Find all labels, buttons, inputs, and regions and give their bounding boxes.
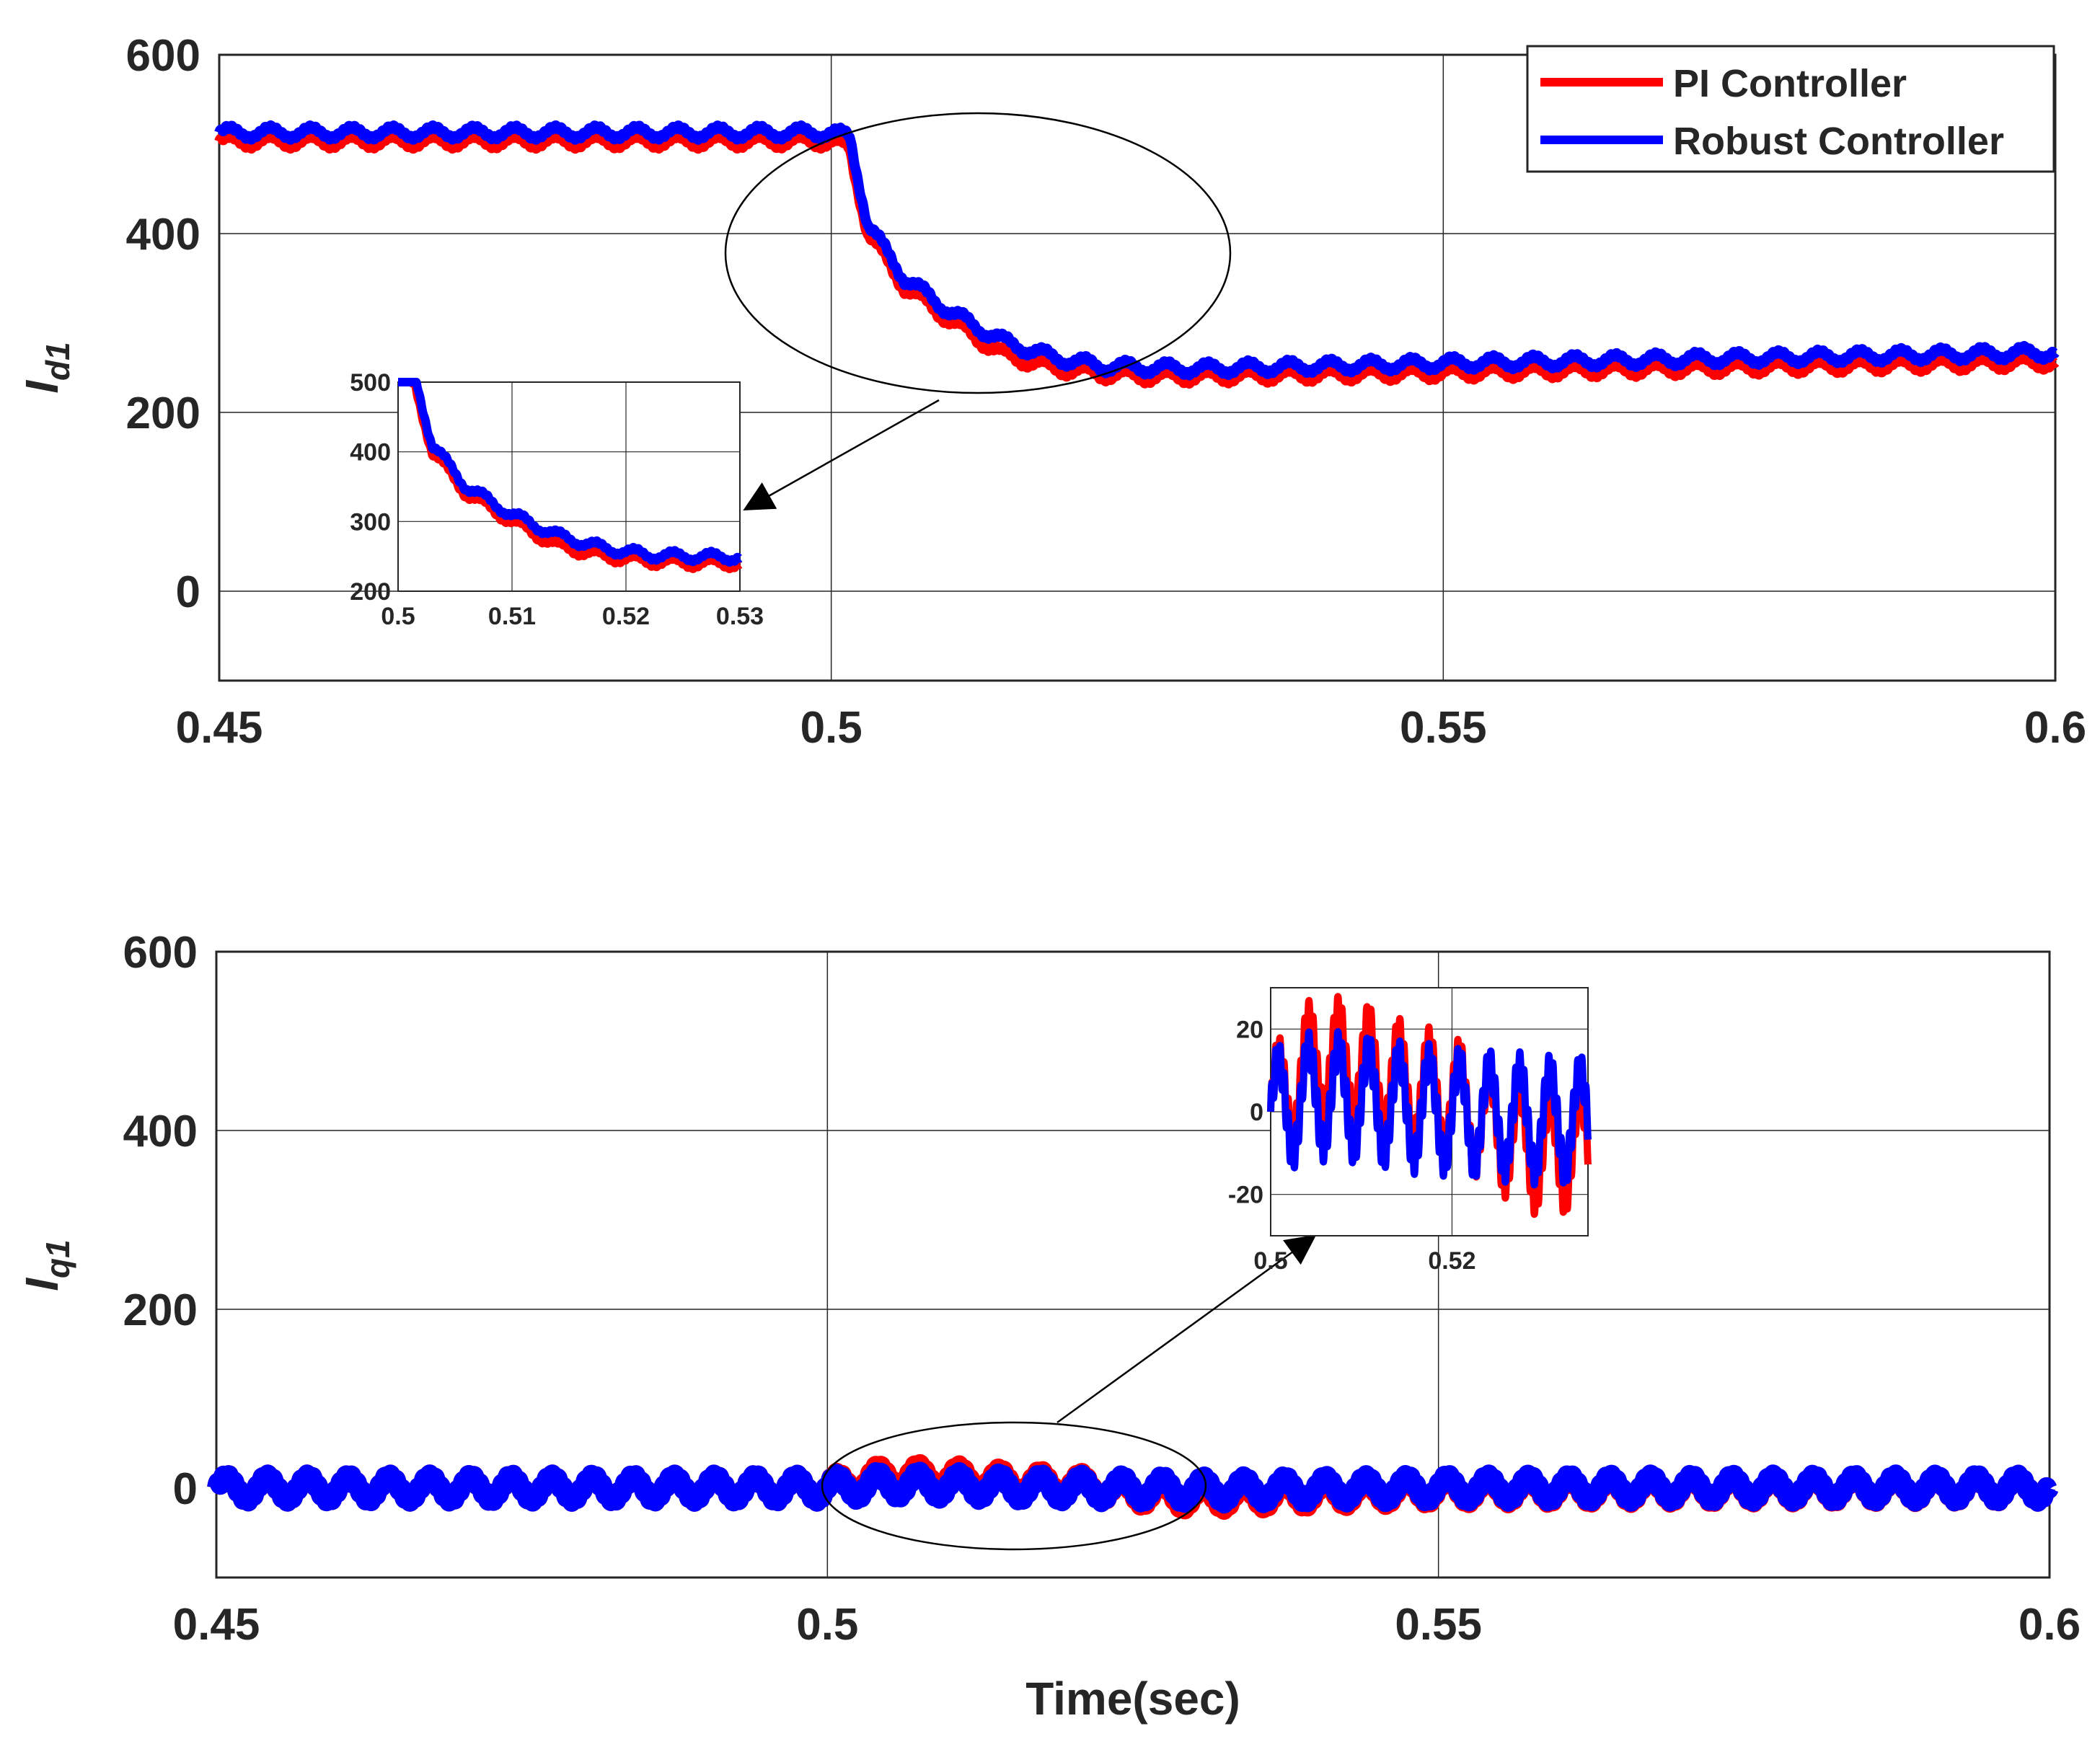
x-tick-label: 0.45 (176, 703, 263, 753)
legend: PI Controller Robust Controller (1526, 45, 2055, 173)
inset-y-tick-label: -20 (1228, 1182, 1263, 1209)
inset-iq1: 0.5 0.52 -20 0 20 (1228, 987, 1592, 1275)
legend-box (1526, 45, 2055, 173)
y-tick-label: 0 (173, 1464, 198, 1514)
annotation-ellipse-iq1 (821, 1421, 1207, 1551)
inset-x-tick-label: 0.53 (716, 603, 764, 630)
y-axis-label-id1: Id1 (16, 342, 76, 393)
inset-y-tick-label: 200 (350, 578, 391, 606)
inset-series-line-robust (394, 378, 744, 567)
inset-x-tick-label: 0.52 (1428, 1247, 1475, 1275)
inset-ticks-iq1: 0.5 0.52 -20 0 20 (1228, 1016, 1476, 1275)
inset-y-tick-label: 500 (350, 369, 391, 397)
x-tick-label: 0.55 (1395, 1600, 1482, 1650)
x-tick-label: 0.5 (800, 703, 862, 753)
inset-series-iq1 (1267, 993, 1592, 1218)
series-iq1 (207, 1453, 2059, 1520)
series-line-robust (214, 120, 2060, 381)
y-tick-label: 200 (123, 1286, 198, 1335)
series-line-robust (207, 1461, 2059, 1514)
annotation-ellipse-id1 (724, 112, 1232, 394)
inset-y-tick-label: 0 (1250, 1099, 1263, 1126)
x-axis-label: Time(sec) (1025, 1673, 1240, 1725)
y-tick-label: 600 (123, 928, 198, 978)
y-tick-label: 200 (126, 389, 200, 438)
y-tick-label: 0 (176, 567, 200, 617)
ticks-id1: 0.45 0.5 0.55 0.6 0 200 400 600 (126, 31, 2087, 753)
y-axis-label-iq1: Iq1 (16, 1239, 76, 1291)
inset-grid-id1 (398, 382, 740, 591)
inset-y-tick-label: 300 (350, 508, 391, 536)
legend-label-robust: Robust Controller (1673, 120, 2004, 163)
inset-y-tick-label: 400 (350, 439, 391, 466)
annotation-arrow-iq1 (1056, 1234, 1317, 1424)
y-tick-label: 400 (123, 1107, 198, 1156)
inset-x-tick-label: 0.5 (381, 603, 415, 630)
inset-x-tick-label: 0.52 (602, 603, 650, 630)
inset-x-tick-label: 0.51 (488, 603, 536, 630)
inset-y-tick-label: 20 (1236, 1016, 1263, 1043)
inset-series-line-robust (1267, 1028, 1592, 1189)
inset-ticks-id1: 0.5 0.51 0.52 0.53 200 300 400 500 (350, 369, 764, 630)
y-tick-label: 400 (126, 210, 200, 260)
x-tick-label: 0.6 (2019, 1600, 2081, 1650)
annotation-arrow-id1 (743, 399, 940, 511)
x-tick-label: 0.55 (1400, 703, 1487, 753)
inset-id1: 0.5 0.51 0.52 0.53 200 300 400 500 (350, 369, 764, 630)
series-id1 (214, 120, 2060, 389)
x-tick-label: 0.45 (173, 1600, 260, 1650)
legend-label-pi: PI Controller (1673, 62, 1907, 105)
x-tick-label: 0.5 (796, 1600, 858, 1650)
y-tick-label: 600 (126, 31, 200, 81)
panel-id1: 0.45 0.5 0.55 0.6 0 200 400 600 Id1 0.5 0.51 0.52… (16, 31, 2086, 753)
inset-series-id1 (394, 378, 744, 573)
inset-x-tick-label: 0.5 (1253, 1247, 1287, 1275)
x-tick-label: 0.6 (2024, 703, 2086, 753)
